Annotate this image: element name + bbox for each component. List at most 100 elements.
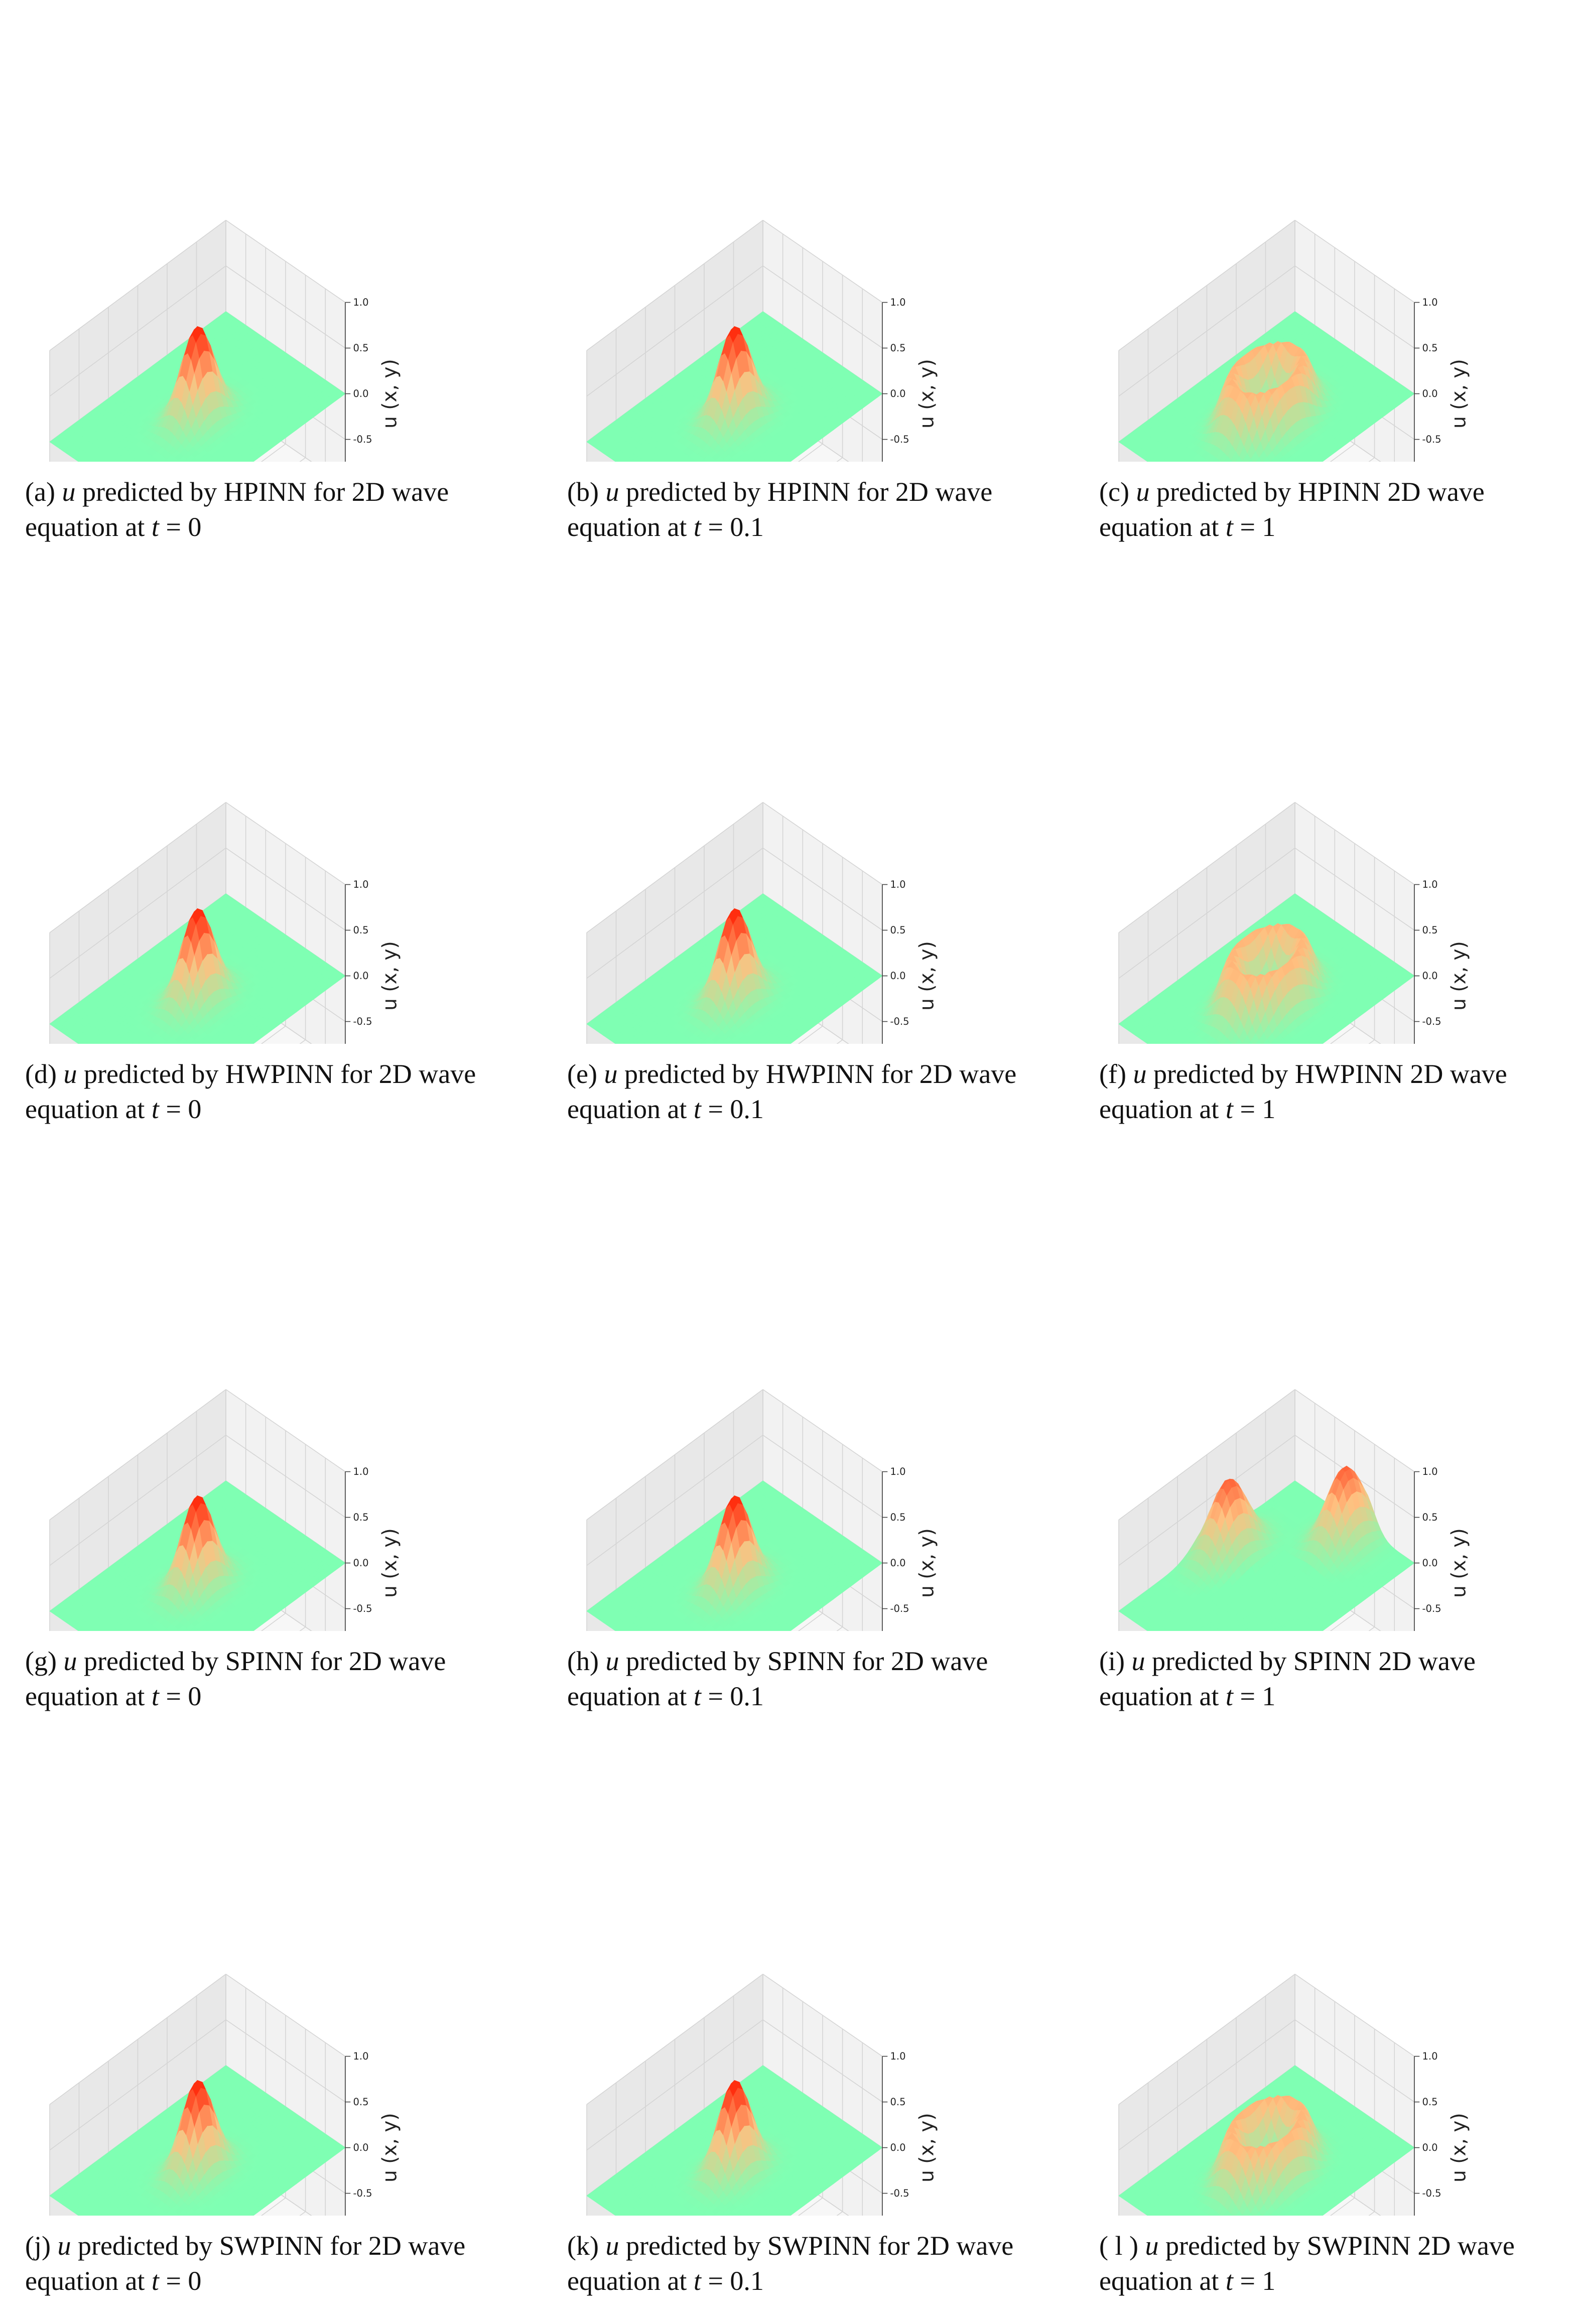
z-axis-label: u (x, y) [1448, 359, 1470, 429]
surface-plot-d: 012345601234561.00.50.0-0.5-1.0xyu (x, y… [49, 802, 401, 1044]
caption-time-value: = 1 [1233, 1094, 1276, 1124]
caption-text: predicted by HPINN 2D wave [1149, 477, 1485, 507]
z-tick-label: 1.0 [353, 879, 369, 890]
z-axis-label: u (x, y) [915, 1528, 938, 1598]
caption-label: (f) [1099, 1059, 1133, 1089]
caption-label: (k) [567, 2231, 606, 2261]
caption-text: equation at [567, 512, 694, 542]
axis-lines [1414, 302, 1415, 462]
caption-variable: u [605, 477, 619, 507]
caption-label: (c) [1099, 477, 1136, 507]
z-tick-label: 0.5 [890, 342, 906, 354]
z-axis-label: u (x, y) [378, 941, 401, 1011]
z-tick-label: 1.0 [1422, 2050, 1438, 2062]
caption-time-symbol: t [1225, 512, 1233, 542]
caption-text: equation at [567, 2266, 694, 2296]
caption-text: equation at [1099, 512, 1226, 542]
z-tick-label: -0.5 [353, 434, 372, 445]
caption-g: (g) u predicted by SPINN for 2D wave equa… [25, 1644, 446, 1714]
z-tick-label: 1.0 [353, 2050, 369, 2062]
caption-text: equation at [25, 1094, 152, 1124]
z-axis-label: u (x, y) [1448, 1528, 1470, 1598]
z-tick-label: -0.5 [353, 1603, 372, 1614]
z-tick-label: -0.5 [1422, 434, 1441, 445]
caption-time-symbol: t [151, 1094, 159, 1124]
z-axis-label: u (x, y) [378, 359, 401, 429]
surface-plot-f: 012345601234561.00.50.0-0.5-1.0xyu (x, y… [1118, 802, 1470, 1044]
caption-text: predicted by HPINN for 2D wave [75, 477, 449, 507]
z-tick-label: -0.5 [353, 2188, 372, 2199]
caption-time-value: = 1 [1233, 1681, 1276, 1711]
z-tick-label: 0.5 [1422, 342, 1438, 354]
surface-plot-i: 012345601234561.00.50.0-0.5-1.0xyu (x, y… [1118, 1389, 1470, 1631]
caption-label: ( l ) [1099, 2231, 1145, 2261]
caption-text: equation at [567, 1094, 694, 1124]
z-tick-label: 1.0 [353, 1466, 369, 1477]
caption-variable: u [1131, 1646, 1145, 1676]
z-axis-label: u (x, y) [915, 2113, 938, 2182]
z-tick-label: -0.5 [890, 2188, 909, 2199]
caption-text: equation at [567, 1681, 694, 1711]
surface-plot-g: 012345601234561.00.50.0-0.5-1.0xyu (x, y… [49, 1389, 401, 1631]
surface-a [49, 311, 346, 462]
caption-label: (d) [25, 1059, 64, 1089]
caption-variable: u [63, 1059, 77, 1089]
z-tick-label: 1.0 [890, 2050, 906, 2062]
z-tick-label: 1.0 [1422, 879, 1438, 890]
z-tick-label: -0.5 [353, 1016, 372, 1027]
caption-j: (j) u predicted by SWPINN for 2D wave equ… [25, 2228, 465, 2298]
caption-text: equation at [1099, 1681, 1226, 1711]
caption-time-value: = 1 [1233, 512, 1276, 542]
caption-text: predicted by HWPINN 2D wave [1146, 1059, 1507, 1089]
caption-text: equation at [25, 512, 152, 542]
caption-b: (b) u predicted by HPINN for 2D wave equa… [567, 474, 992, 544]
caption-time-value: = 0.1 [701, 1094, 764, 1124]
caption-text: predicted by SWPINN 2D wave [1158, 2231, 1515, 2261]
surface-k [586, 2065, 883, 2216]
surface-plot-c: 012345601234561.00.50.0-0.5-1.0xyu (x, y… [1118, 220, 1470, 462]
z-tick-label: 0.5 [890, 924, 906, 936]
z-tick-label: 0.0 [890, 1557, 906, 1569]
caption-time-symbol: t [693, 2266, 701, 2296]
z-tick-label: -0.5 [890, 1016, 909, 1027]
z-tick-label: 0.0 [1422, 388, 1438, 399]
z-tick-label: 0.5 [890, 2096, 906, 2108]
z-tick-label: 0.5 [353, 2096, 369, 2108]
surface-e [586, 893, 883, 1044]
z-tick-label: 1.0 [890, 1466, 906, 1477]
caption-time-symbol: t [151, 512, 159, 542]
caption-label: (a) [25, 477, 62, 507]
caption-variable: u [63, 1646, 77, 1676]
caption-label: (g) [25, 1646, 64, 1676]
caption-time-symbol: t [1225, 2266, 1233, 2296]
z-tick-label: 0.5 [1422, 924, 1438, 936]
z-tick-label: 0.0 [890, 2142, 906, 2153]
z-tick-label: -0.5 [1422, 2188, 1441, 2199]
z-tick-label: 0.5 [1422, 2096, 1438, 2108]
caption-text: predicted by HWPINN for 2D wave [77, 1059, 476, 1089]
caption-h: (h) u predicted by SPINN for 2D wave equa… [567, 1644, 988, 1714]
surface-j [49, 2065, 346, 2216]
z-tick-label: 0.0 [1422, 970, 1438, 982]
surface-plot-b: 012345601234561.00.50.0-0.5-1.0xyu (x, y… [586, 220, 938, 462]
caption-variable: u [1136, 477, 1150, 507]
z-tick-label: 1.0 [1422, 297, 1438, 308]
caption-time-symbol: t [693, 1094, 701, 1124]
z-tick-label: 1.0 [1422, 1466, 1438, 1477]
caption-text: predicted by HPINN for 2D wave [619, 477, 993, 507]
z-tick-label: 0.5 [353, 924, 369, 936]
z-tick-label: -0.5 [1422, 1603, 1441, 1614]
z-tick-label: 1.0 [353, 297, 369, 308]
caption-variable: u [605, 1646, 619, 1676]
z-tick-label: 1.0 [890, 879, 906, 890]
z-tick-label: 0.0 [1422, 2142, 1438, 2153]
surface-plot-k: 012345601234561.00.50.0-0.5-1.0xyu (x, y… [586, 1974, 938, 2216]
z-tick-label: -0.5 [1422, 1016, 1441, 1027]
caption-time-value: = 0 [159, 2266, 202, 2296]
z-axis-label: u (x, y) [915, 941, 938, 1011]
surface-l [1118, 2065, 1415, 2216]
caption-variable: u [604, 1059, 618, 1089]
surface-plot-a: 012345601234561.00.50.0-0.5-1.0xyu (x, y… [49, 220, 401, 462]
surface-b [586, 311, 883, 462]
surface-plot-h: 012345601234561.00.50.0-0.5-1.0xyu (x, y… [586, 1389, 938, 1631]
